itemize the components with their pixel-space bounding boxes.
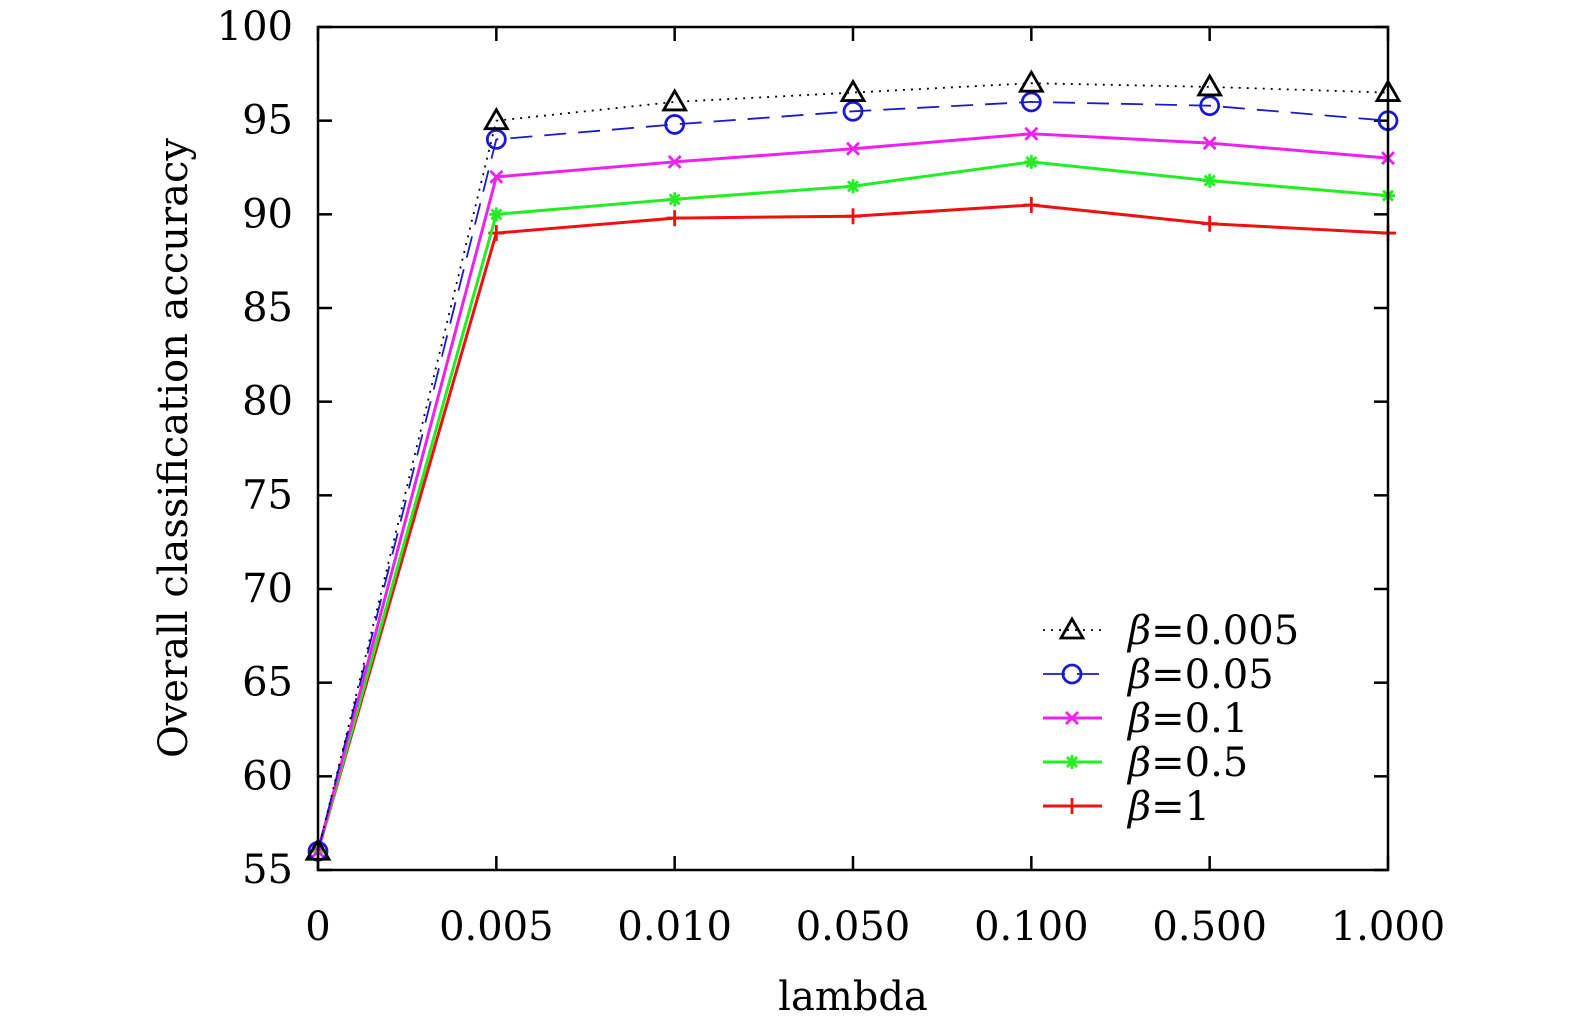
- legend-entry: β=0.05: [1043, 652, 1274, 698]
- data-point-circle: [842, 100, 864, 122]
- data-point-x: [1024, 126, 1039, 141]
- legend-symbol: β: [1126, 608, 1151, 654]
- data-point-triangle: [1196, 73, 1224, 97]
- data-point-x: [667, 154, 682, 169]
- legend-value: =0.5: [1151, 740, 1248, 786]
- legend-symbol: β: [1126, 652, 1151, 698]
- data-point-star: [1065, 755, 1079, 769]
- data-point-triangle: [661, 88, 689, 112]
- data-point-circle: [1020, 91, 1042, 113]
- data-point-star: [489, 207, 504, 222]
- data-point-triangle: [839, 78, 867, 102]
- series-2: [311, 126, 1395, 859]
- series-line: [317, 100, 1389, 852]
- data-point-circle: [664, 114, 686, 135]
- data-point-x: [846, 141, 860, 156]
- legend-entry: β=0.005: [1043, 608, 1299, 654]
- legend-entry: β=1: [1043, 784, 1210, 830]
- data-point-circle: [485, 128, 507, 150]
- data-point-x: [1202, 136, 1217, 151]
- y-tick-label: 95: [242, 98, 293, 144]
- data-point-star: [667, 192, 682, 207]
- legend-label: β=0.5: [1126, 740, 1248, 786]
- x-tick-label: 0.005: [439, 904, 554, 950]
- legend-symbol: β: [1126, 696, 1151, 742]
- data-point-plus: [1064, 798, 1080, 814]
- y-tick-label: 90: [242, 191, 293, 237]
- legend-symbol: β: [1126, 784, 1151, 830]
- y-axis-label: Overall classification accuracy: [151, 138, 197, 758]
- y-tick-label: 80: [242, 379, 293, 425]
- x-axis-label: lambda: [778, 974, 928, 1020]
- axis-ticks: [316, 25, 1390, 872]
- data-point-circle: [1061, 663, 1083, 685]
- legend-symbol: β: [1126, 740, 1151, 786]
- x-tick-label: 0.050: [796, 904, 911, 950]
- y-tick-label: 75: [242, 472, 293, 518]
- legend-value: =0.1: [1151, 696, 1248, 742]
- y-tick-label: 85: [242, 285, 293, 331]
- series-line: [317, 82, 1389, 852]
- series-4: [310, 196, 1396, 860]
- series-layer: [304, 69, 1402, 862]
- data-point-triangle: [482, 106, 510, 131]
- data-point-star: [1024, 154, 1039, 169]
- data-point-star: [1202, 173, 1217, 188]
- y-tick-label: 65: [242, 660, 293, 706]
- x-tick-label: 1.000: [1331, 904, 1446, 950]
- x-tick-label: 0: [305, 904, 330, 950]
- legend-label: β=0.1: [1126, 696, 1248, 742]
- x-tick-label: 0.010: [617, 904, 732, 950]
- y-tick-label: 70: [242, 566, 293, 612]
- legend-value: =1: [1151, 784, 1210, 830]
- legend-value: =0.05: [1151, 652, 1274, 698]
- y-tick-label: 60: [242, 753, 293, 799]
- data-point-x: [1065, 711, 1079, 725]
- y-tick-label: 100: [217, 4, 293, 50]
- data-point-plus: [1023, 196, 1040, 213]
- legend-label: β=0.005: [1126, 608, 1299, 654]
- x-tick-label: 0.500: [1152, 904, 1267, 950]
- y-tick-label: 55: [242, 847, 293, 893]
- x-tick-label: 0.100: [974, 904, 1089, 950]
- data-point-plus: [845, 208, 861, 225]
- data-point-circle: [1199, 95, 1221, 117]
- tick-labels: 55 60 65 70 75 80 85 90 95 100 0 0.005 0.010 0.050 0.1…: [217, 4, 1446, 950]
- series-0: [304, 69, 1402, 861]
- data-point-plus: [1201, 215, 1218, 232]
- legend-value: =0.005: [1151, 608, 1299, 654]
- legend-entry: β=0.5: [1043, 740, 1248, 786]
- data-point-plus: [666, 210, 683, 227]
- legend-label: β=1: [1126, 784, 1210, 830]
- data-point-triangle: [1058, 616, 1086, 640]
- plot-frame-layer: [316, 25, 1390, 872]
- data-point-star: [846, 179, 860, 194]
- legend-label: β=0.05: [1126, 652, 1274, 698]
- data-point-triangle: [1017, 69, 1045, 93]
- data-point-x: [489, 169, 504, 184]
- legend-entry: β=0.1: [1043, 696, 1248, 742]
- plot-frame: [316, 25, 1390, 872]
